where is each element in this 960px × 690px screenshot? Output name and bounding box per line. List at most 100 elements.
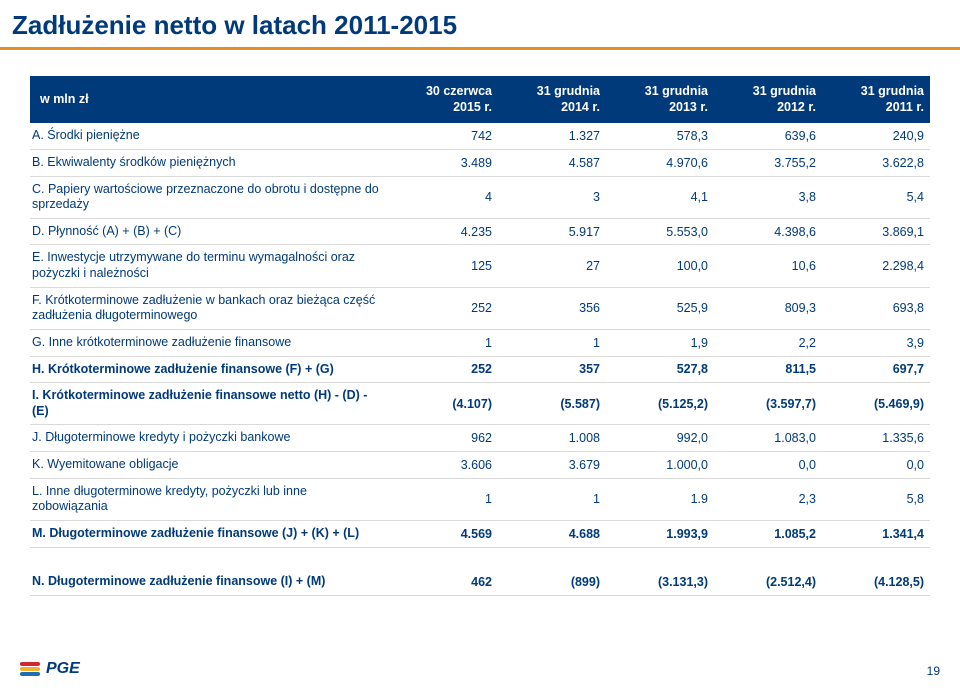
row-value: (5.125,2): [606, 383, 714, 425]
row-value: 962: [390, 425, 498, 452]
row-value: 3.755,2: [714, 149, 822, 176]
spacer-row: [30, 547, 930, 569]
row-value: 1.9: [606, 478, 714, 520]
page-number: 19: [927, 664, 940, 678]
col-header-2015: 30 czerwca2015 r.: [390, 76, 498, 123]
table-row: J. Długoterminowe kredyty i pożyczki ban…: [30, 425, 930, 452]
row-value: 1.085,2: [714, 520, 822, 547]
row-label: G. Inne krótkoterminowe zadłużenie finan…: [30, 329, 390, 356]
row-value: 992,0: [606, 425, 714, 452]
row-value: 1,9: [606, 329, 714, 356]
row-value: 5,4: [822, 176, 930, 218]
row-value: 1: [390, 478, 498, 520]
row-value: 252: [390, 287, 498, 329]
row-value: 240,9: [822, 123, 930, 149]
row-value: 3.869,1: [822, 218, 930, 245]
footer: PGE 19: [20, 660, 940, 678]
row-value: 742: [390, 123, 498, 149]
row-label: L. Inne długoterminowe kredyty, pożyczki…: [30, 478, 390, 520]
row-value: 4: [390, 176, 498, 218]
row-value: 1: [498, 478, 606, 520]
row-value: 1.335,6: [822, 425, 930, 452]
row-value: 4.398,6: [714, 218, 822, 245]
row-label: N. Długoterminowe zadłużenie finansowe (…: [30, 569, 390, 595]
row-value: 0,0: [714, 452, 822, 479]
table-row: G. Inne krótkoterminowe zadłużenie finan…: [30, 329, 930, 356]
row-value: (4.128,5): [822, 569, 930, 595]
row-value: 357: [498, 356, 606, 383]
row-value: 4,1: [606, 176, 714, 218]
row-label: J. Długoterminowe kredyty i pożyczki ban…: [30, 425, 390, 452]
row-value: 3.606: [390, 452, 498, 479]
row-value: 5,8: [822, 478, 930, 520]
row-value: 100,0: [606, 245, 714, 287]
row-value: 2.298,4: [822, 245, 930, 287]
row-label: A. Środki pieniężne: [30, 123, 390, 149]
row-value: 3,9: [822, 329, 930, 356]
table-row: D. Płynność (A) + (B) + (C)4.2355.9175.5…: [30, 218, 930, 245]
row-value: 1.083,0: [714, 425, 822, 452]
row-value: 5.553,0: [606, 218, 714, 245]
table-row: A. Środki pieniężne7421.327578,3639,6240…: [30, 123, 930, 149]
row-value: 3.679: [498, 452, 606, 479]
row-value: 693,8: [822, 287, 930, 329]
row-value: 1.993,9: [606, 520, 714, 547]
row-value: (5.469,9): [822, 383, 930, 425]
row-value: 4.235: [390, 218, 498, 245]
row-label: D. Płynność (A) + (B) + (C): [30, 218, 390, 245]
row-value: 811,5: [714, 356, 822, 383]
table-header-row: w mln zł 30 czerwca2015 r. 31 grudnia201…: [30, 76, 930, 123]
row-value: 27: [498, 245, 606, 287]
row-value: 809,3: [714, 287, 822, 329]
col-header-label: w mln zł: [30, 76, 390, 123]
table-row: H. Krótkoterminowe zadłużenie finansowe …: [30, 356, 930, 383]
table-row: K. Wyemitowane obligacje3.6063.6791.000,…: [30, 452, 930, 479]
table-row: F. Krótkoterminowe zadłużenie w bankach …: [30, 287, 930, 329]
row-value: 1: [390, 329, 498, 356]
row-value: (5.587): [498, 383, 606, 425]
table-row: L. Inne długoterminowe kredyty, pożyczki…: [30, 478, 930, 520]
row-value: 527,8: [606, 356, 714, 383]
debt-table: w mln zł 30 czerwca2015 r. 31 grudnia201…: [30, 76, 930, 596]
row-value: (3.131,3): [606, 569, 714, 595]
row-value: 4.688: [498, 520, 606, 547]
row-label: K. Wyemitowane obligacje: [30, 452, 390, 479]
row-value: 3.489: [390, 149, 498, 176]
row-label: M. Długoterminowe zadłużenie finansowe (…: [30, 520, 390, 547]
row-label: C. Papiery wartościowe przeznaczone do o…: [30, 176, 390, 218]
row-value: 525,9: [606, 287, 714, 329]
row-value: (899): [498, 569, 606, 595]
summary-row: N. Długoterminowe zadłużenie finansowe (…: [30, 569, 930, 595]
row-value: 1.327: [498, 123, 606, 149]
page-title: Zadłużenie netto w latach 2011-2015: [12, 10, 960, 41]
row-label: F. Krótkoterminowe zadłużenie w bankach …: [30, 287, 390, 329]
row-label: I. Krótkoterminowe zadłużenie finansowe …: [30, 383, 390, 425]
table-row: B. Ekwiwalenty środków pieniężnych3.489 4…: [30, 149, 930, 176]
row-value: 0,0: [822, 452, 930, 479]
logo-stripes-icon: [20, 662, 40, 676]
row-label: E. Inwestycje utrzymywane do terminu wym…: [30, 245, 390, 287]
row-label: B. Ekwiwalenty środków pieniężnych: [30, 149, 390, 176]
table-row: I. Krótkoterminowe zadłużenie finansowe …: [30, 383, 930, 425]
row-value: 1: [498, 329, 606, 356]
row-label: H. Krótkoterminowe zadłużenie finansowe …: [30, 356, 390, 383]
table-row: M. Długoterminowe zadłużenie finansowe (…: [30, 520, 930, 547]
row-value: 639,6: [714, 123, 822, 149]
content-area: w mln zł 30 czerwca2015 r. 31 grudnia201…: [0, 50, 960, 596]
col-header-2014: 31 grudnia2014 r.: [498, 76, 606, 123]
row-value: 1.000,0: [606, 452, 714, 479]
row-value: 252: [390, 356, 498, 383]
col-header-2012: 31 grudnia2012 r.: [714, 76, 822, 123]
row-value: 125: [390, 245, 498, 287]
row-value: 4.970,6: [606, 149, 714, 176]
row-value: 3.622,8: [822, 149, 930, 176]
row-value: 356: [498, 287, 606, 329]
row-value: 1.008: [498, 425, 606, 452]
row-value: 4.569: [390, 520, 498, 547]
row-value: 2,3: [714, 478, 822, 520]
row-value: 3,8: [714, 176, 822, 218]
row-value: (4.107): [390, 383, 498, 425]
row-value: 578,3: [606, 123, 714, 149]
row-value: 1.341,4: [822, 520, 930, 547]
row-value: (3.597,7): [714, 383, 822, 425]
